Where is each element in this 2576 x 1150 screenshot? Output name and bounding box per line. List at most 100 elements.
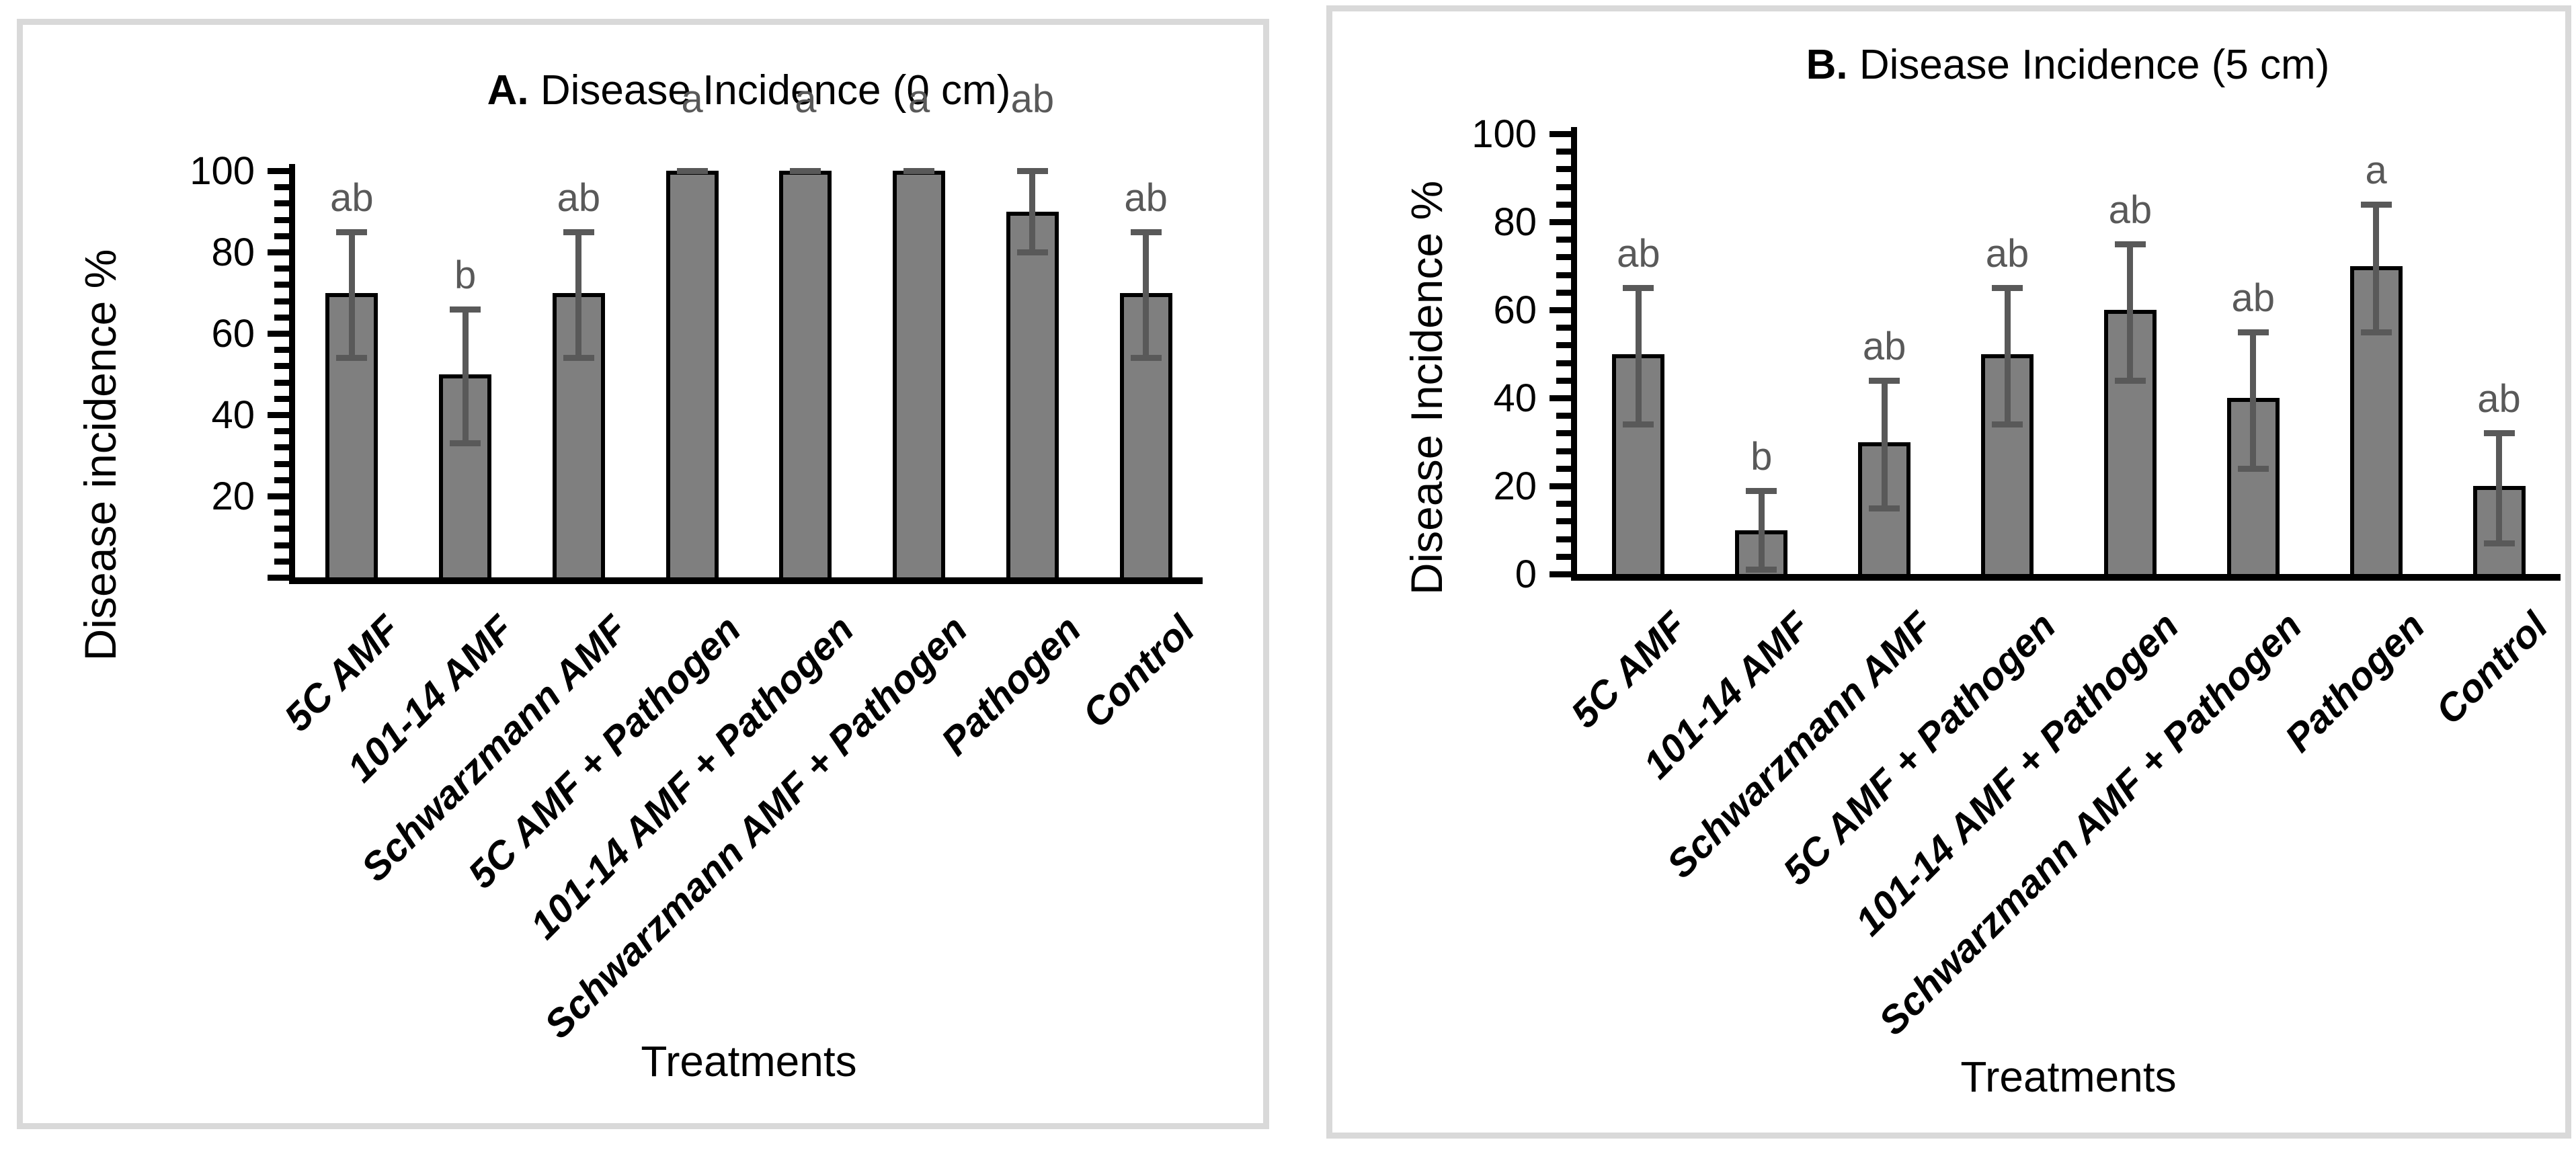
error-bar-cap-bottom — [1746, 567, 1777, 573]
error-bar-cap-top — [1869, 377, 1900, 384]
y-tick-label: 60 — [1493, 288, 1537, 332]
y-tick-label: 20 — [1493, 464, 1537, 508]
y-tick-minor — [274, 379, 289, 386]
error-bar-cap-top — [1016, 168, 1048, 174]
chart-title-a: A. Disease Incidence (0 cm) — [295, 67, 1203, 114]
error-bar-cap-bottom — [676, 168, 708, 174]
chart-title-a-text: Disease Incidence (0 cm) — [528, 67, 1011, 114]
y-tick-minor — [1556, 254, 1571, 261]
y-tick-minor — [274, 216, 289, 223]
y-tick-major — [1549, 571, 1571, 577]
x-axis-title-a: Treatments — [641, 1037, 857, 1085]
y-tick-minor — [274, 184, 289, 191]
error-bar-whisker — [462, 309, 469, 444]
error-bar-cap-bottom — [1623, 421, 1654, 428]
sig-letter: a — [795, 77, 817, 121]
y-tick-major — [268, 493, 289, 499]
y-tick-minor — [274, 428, 289, 435]
y-tick-label: 60 — [211, 312, 255, 356]
error-bar-whisker — [2250, 331, 2257, 468]
y-tick-minor — [1556, 553, 1571, 560]
y-tick-major — [268, 331, 289, 337]
sig-letter: ab — [1985, 232, 2029, 276]
category-label: Schwarzmann AMF + Pathogen — [1870, 604, 2310, 1044]
chart-title-b-text: Disease Incidence (5 cm) — [1847, 42, 2330, 88]
y-tick-minor — [274, 265, 289, 272]
y-tick-minor — [1556, 430, 1571, 437]
error-bar-cap-top — [1746, 487, 1777, 494]
y-tick-label: 20 — [211, 475, 255, 518]
y-tick-label: 40 — [211, 393, 255, 437]
y-tick-minor — [274, 542, 289, 548]
error-bar-cap-bottom — [790, 168, 821, 174]
chart-title-a-prefix: A. — [487, 67, 529, 114]
chart-title-b: B. Disease Incidence (5 cm) — [1577, 41, 2559, 89]
y-tick-major — [268, 249, 289, 255]
x-axis-line — [1571, 574, 2561, 581]
error-bar-cap-bottom — [2360, 329, 2392, 335]
y-tick-minor — [274, 509, 289, 516]
error-bar-whisker — [1029, 171, 1036, 252]
bar — [666, 171, 719, 577]
y-tick-minor — [1556, 413, 1571, 419]
y-tick-major — [1549, 483, 1571, 489]
y-tick-minor — [274, 477, 289, 483]
error-bar-cap-top — [2114, 241, 2146, 247]
y-tick-minor — [1556, 342, 1571, 349]
error-bar-cap-top — [2360, 201, 2392, 208]
error-bar-cap-top — [450, 306, 481, 313]
y-tick-minor — [1556, 448, 1571, 454]
y-tick-minor — [1556, 237, 1571, 243]
error-bar-whisker — [2373, 204, 2380, 332]
category-label: Control — [2427, 604, 2557, 733]
chart-title-b-prefix: B. — [1806, 42, 1848, 88]
error-bar-whisker — [2496, 433, 2503, 544]
x-axis-line — [289, 577, 1203, 584]
category-label: 101-14 AMF + Pathogen — [1847, 604, 2187, 944]
y-tick-minor — [274, 314, 289, 321]
error-bar-cap-bottom — [2237, 465, 2269, 472]
y-tick-minor — [1556, 465, 1571, 472]
sig-letter: a — [2365, 148, 2387, 192]
error-bar-whisker — [1881, 380, 1888, 508]
sig-letter: a — [908, 77, 930, 121]
error-bar-cap-bottom — [450, 440, 481, 447]
y-tick-label: 100 — [190, 149, 255, 193]
sig-letter: ab — [2108, 188, 2152, 232]
y-tick-minor — [1556, 183, 1571, 190]
x-axis-title-b: Treatments — [1960, 1053, 2177, 1101]
error-bar-whisker — [1143, 231, 1150, 358]
error-bar-cap-bottom — [563, 355, 594, 362]
y-tick-minor — [274, 298, 289, 304]
error-bar-whisker — [575, 231, 582, 358]
category-label: 5C AMF + Pathogen — [1774, 604, 2064, 894]
error-bar-cap-top — [1623, 285, 1654, 292]
error-bar-cap-top — [1130, 229, 1162, 235]
y-tick-label: 80 — [1493, 200, 1537, 244]
y-tick-major — [268, 168, 289, 174]
y-tick-minor — [274, 395, 289, 402]
y-tick-minor — [1556, 325, 1571, 331]
error-bar-cap-bottom — [2114, 377, 2146, 384]
sig-letter: ab — [2231, 276, 2276, 320]
chart-panel-b: B. Disease Incidence (5 cm) Disease Inci… — [1326, 5, 2571, 1139]
sig-letter: ab — [1010, 77, 1055, 121]
sig-letter: ab — [330, 175, 374, 220]
y-tick-minor — [274, 526, 289, 532]
category-label: 101-14 AMF — [1635, 604, 1818, 787]
y-tick-minor — [1556, 289, 1571, 296]
y-tick-minor — [1556, 166, 1571, 173]
sig-letter: ab — [2477, 377, 2521, 421]
error-bar-cap-top — [2237, 329, 2269, 335]
error-bar-whisker — [2004, 288, 2011, 425]
error-bar-cap-top — [563, 229, 594, 235]
y-tick-major — [1549, 219, 1571, 225]
sig-letter: ab — [557, 175, 601, 220]
y-tick-minor — [274, 363, 289, 370]
y-tick-major — [268, 575, 289, 581]
y-tick-minor — [1556, 272, 1571, 278]
error-bar-cap-bottom — [336, 355, 368, 362]
error-bar-cap-bottom — [2483, 540, 2515, 547]
y-tick-major — [268, 412, 289, 418]
